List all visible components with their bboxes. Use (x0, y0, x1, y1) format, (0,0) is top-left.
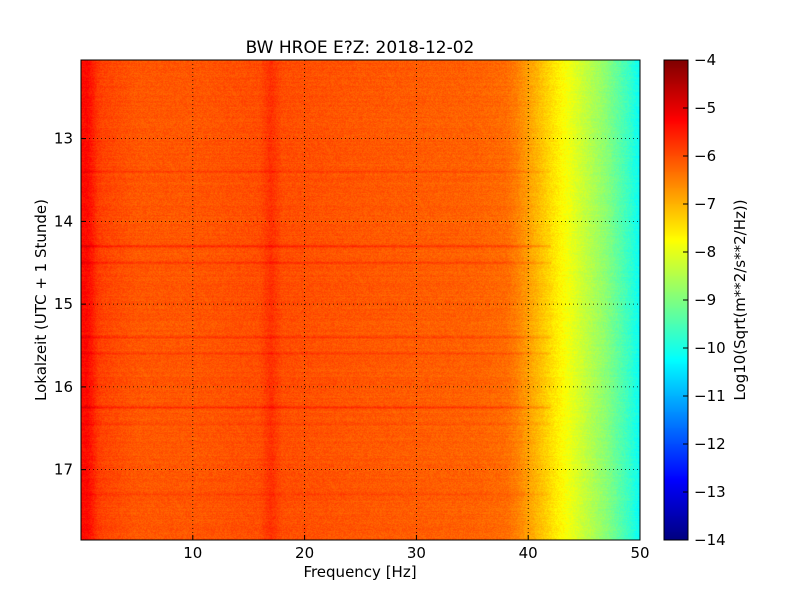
y-tick-label: 14 (54, 212, 73, 230)
x-tick-label: 40 (519, 544, 538, 562)
colorbar-tick-label: −5 (694, 99, 716, 117)
colorbar-label: Log10(Sqrt(m**2/s**2/Hz)) (731, 199, 749, 400)
x-tick-label: 10 (183, 544, 202, 562)
colorbar: −4 −5 −6 −7 −8 −9 −10 −11 −12 −13 −14 Log10(Sqrt(m… (663, 51, 749, 549)
plot-area: 10 20 30 40 50 13 14 15 16 17 (54, 59, 650, 562)
colorbar-tick-label: −8 (694, 243, 716, 261)
chart-title: BW HROE E?Z: 2018-12-02 (246, 38, 475, 58)
colorbar-tick-label: −4 (694, 51, 716, 69)
y-axis-ticks: 13 14 15 16 17 (54, 130, 86, 479)
colorbar-tick-label: −11 (694, 387, 726, 405)
x-tick-label: 50 (630, 544, 649, 562)
grid-lines (81, 60, 640, 540)
spectrogram-heatmap (81, 60, 640, 540)
colorbar-tick-label: −10 (694, 339, 726, 357)
y-axis-label: Lokalzeit (UTC + 1 Stunde) (32, 199, 50, 401)
colorbar-tick-label: −14 (694, 531, 726, 549)
colorbar-tick-label: −7 (694, 195, 716, 213)
y-tick-label: 17 (54, 461, 73, 479)
y-tick-label: 16 (54, 378, 73, 396)
x-axis-ticks: 10 20 30 40 50 (183, 535, 650, 562)
y-tick-label: 15 (54, 295, 73, 313)
colorbar-ticks: −4 −5 −6 −7 −8 −9 −10 −11 −12 −13 −14 (683, 51, 726, 549)
colorbar-tick-label: −13 (694, 483, 726, 501)
x-tick-label: 30 (407, 544, 426, 562)
plot-frame (80, 59, 641, 541)
colorbar-tick-label: −9 (694, 291, 716, 309)
x-axis-label: Frequency [Hz] (303, 563, 416, 581)
x-tick-label: 20 (295, 544, 314, 562)
colorbar-tick-label: −6 (694, 147, 716, 165)
colorbar-tick-label: −12 (694, 435, 726, 453)
y-tick-label: 13 (54, 130, 73, 148)
